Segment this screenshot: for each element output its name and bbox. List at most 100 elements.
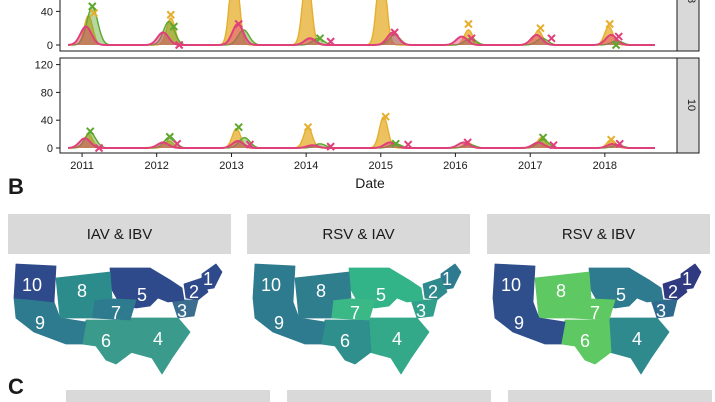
panel-10-strip-label: 10	[685, 99, 697, 111]
x-tick-label: 2016	[443, 160, 467, 172]
series-ibv-marker	[611, 40, 621, 50]
series-ibv-marker	[86, 127, 95, 136]
region-5-label: 5	[376, 285, 386, 305]
series-rsv-marker	[549, 141, 558, 150]
y-tick-label: 0	[47, 40, 53, 52]
series-rsv-marker	[390, 28, 399, 37]
y-tick-label: 40	[41, 115, 53, 127]
region-10-shape	[492, 263, 536, 303]
series-iav-marker	[303, 122, 313, 132]
series-rsv-marker	[172, 139, 182, 149]
panel-10-strip	[676, 57, 700, 154]
region-2-shape	[183, 277, 209, 301]
region-6-label: 6	[580, 331, 590, 351]
series-rsv-marker	[174, 40, 184, 50]
panel-10-markers	[86, 112, 624, 153]
series-rsv-marker	[614, 32, 623, 41]
region-8-label: 8	[77, 281, 87, 301]
panel-8-markers	[88, 2, 623, 50]
region-1-label: 1	[682, 269, 692, 289]
series-ibv-marker	[315, 34, 325, 43]
panel-c-label: C	[8, 374, 24, 399]
x-tick-label: 2011	[70, 160, 94, 172]
series-rsv-marker	[467, 34, 476, 43]
map-2-strip: RSV & IAV	[247, 214, 470, 254]
panel-10-y-ticks: 0 40 80 120	[35, 60, 60, 155]
region-1-label: 1	[442, 269, 452, 289]
region-3-shape	[171, 299, 199, 319]
panel-8-strip-label: 8	[685, 0, 697, 3]
region-5-label: 5	[137, 285, 147, 305]
panel-c-strip-3	[508, 390, 712, 402]
region-3-label: 3	[177, 301, 187, 321]
series-rsv-marker	[94, 143, 104, 153]
region-4-label: 4	[392, 329, 402, 349]
region-6-label: 6	[101, 331, 111, 351]
map-3-title: RSV & IBV	[561, 225, 636, 243]
map-1-strip: IAV & IBV	[8, 214, 231, 254]
time-series-chart: 8 10 0 40 0 40 80 120 2011 2012 2013 2014 2015 20…	[35, 0, 700, 191]
region-4-shape	[129, 317, 191, 375]
region-2-label: 2	[428, 282, 438, 302]
region-9-label: 9	[514, 313, 524, 333]
x-tick-label: 2014	[294, 160, 318, 172]
series-iav-marker	[536, 23, 545, 33]
x-axis: 2011 2012 2013 2014 2015 2016 2017 2018	[70, 153, 617, 172]
series-rsv-marker	[326, 37, 335, 46]
map-1-title: IAV & IBV	[86, 225, 153, 243]
series-ibv-marker	[165, 132, 174, 142]
region-4-shape	[608, 317, 670, 375]
series-iav-marker	[89, 8, 99, 18]
y-tick-label: 0	[47, 143, 53, 155]
region-3-label: 3	[656, 301, 666, 321]
series-rsv-marker	[245, 140, 255, 149]
series-iav-marker	[605, 19, 614, 29]
panel-8-strip	[676, 0, 700, 52]
series-rsv-marker	[615, 139, 624, 149]
series-iav-marker	[464, 19, 473, 29]
region-6-shape	[81, 319, 133, 365]
region-9-label: 9	[274, 313, 284, 333]
region-7-label: 7	[350, 303, 360, 323]
region-4-label: 4	[632, 329, 642, 349]
series-iav-marker	[606, 135, 616, 144]
series-rsv-marker	[403, 140, 413, 149]
x-tick-label: 2018	[593, 160, 617, 172]
y-tick-label: 120	[35, 60, 53, 72]
region-1-label: 1	[203, 269, 213, 289]
series-ibv-marker	[234, 122, 243, 132]
series-rsv-marker	[326, 142, 335, 151]
y-tick-label: 80	[41, 87, 53, 99]
x-tick-label: 2012	[144, 160, 168, 172]
series-ibv-marker	[169, 22, 179, 31]
region-3-shape	[650, 299, 678, 319]
region-3-label: 3	[416, 301, 426, 321]
region-8-label: 8	[556, 281, 566, 301]
panel-c-strip-1	[66, 390, 270, 402]
panel-c-strip-2	[287, 390, 491, 402]
region-7-label: 7	[111, 303, 121, 323]
x-tick-label: 2013	[219, 160, 243, 172]
region-10-shape	[252, 263, 296, 303]
region-2-shape	[662, 277, 688, 301]
series-iav-marker	[381, 112, 390, 121]
region-4-shape	[368, 317, 430, 375]
x-tick-label: 2015	[369, 160, 393, 172]
panel-b-label: B	[8, 174, 24, 199]
region-10-shape	[13, 263, 57, 303]
region-10-label: 10	[261, 275, 281, 295]
series-iav-marker	[166, 10, 176, 19]
region-4-label: 4	[153, 329, 163, 349]
region-9-label: 9	[35, 313, 45, 333]
y-tick-label: 40	[41, 6, 53, 18]
region-6-shape	[320, 319, 372, 365]
map-3-strip: RSV & IBV	[487, 214, 710, 254]
region-3-shape	[410, 299, 438, 319]
region-6-label: 6	[340, 331, 350, 351]
region-2-shape	[422, 277, 448, 301]
region-5-label: 5	[616, 285, 626, 305]
map-2-title: RSV & IAV	[322, 225, 395, 243]
series-rsv-marker	[234, 19, 243, 29]
